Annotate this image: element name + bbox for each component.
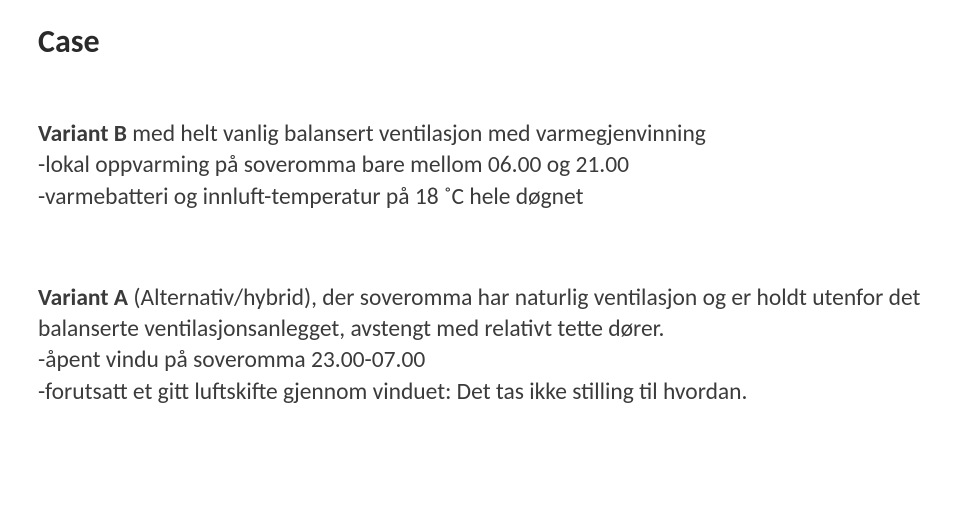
variant-b-line1-rest: med helt vanlig balansert ventilasjon me…	[127, 120, 706, 148]
variant-b-lead: Variant B	[38, 120, 127, 148]
variant-b-block: Variant B med helt vanlig balansert vent…	[38, 119, 922, 213]
variant-a-lead: Variant A	[38, 284, 128, 312]
variant-a-line3: -forutsatt et gitt luftskifte gjennom vi…	[38, 377, 922, 408]
variant-b-line1: Variant B med helt vanlig balansert vent…	[38, 119, 922, 150]
variant-b-line3: -varmebatteri og innluft-temperatur på 1…	[38, 182, 922, 213]
variant-b-line2: -lokal oppvarming på soveromma bare mell…	[38, 150, 922, 181]
section-gap	[38, 213, 922, 283]
variant-a-block: Variant A (Alternativ/hybrid), der sover…	[38, 283, 922, 408]
document-page: Case Variant B med helt vanlig balansert…	[0, 0, 960, 532]
variant-a-line1: Variant A (Alternativ/hybrid), der sover…	[38, 283, 922, 346]
page-title: Case	[38, 22, 922, 61]
variant-a-line2: -åpent vindu på soveromma 23.00-07.00	[38, 345, 922, 376]
variant-a-line1-rest: (Alternativ/hybrid), der soveromma har n…	[38, 284, 920, 343]
